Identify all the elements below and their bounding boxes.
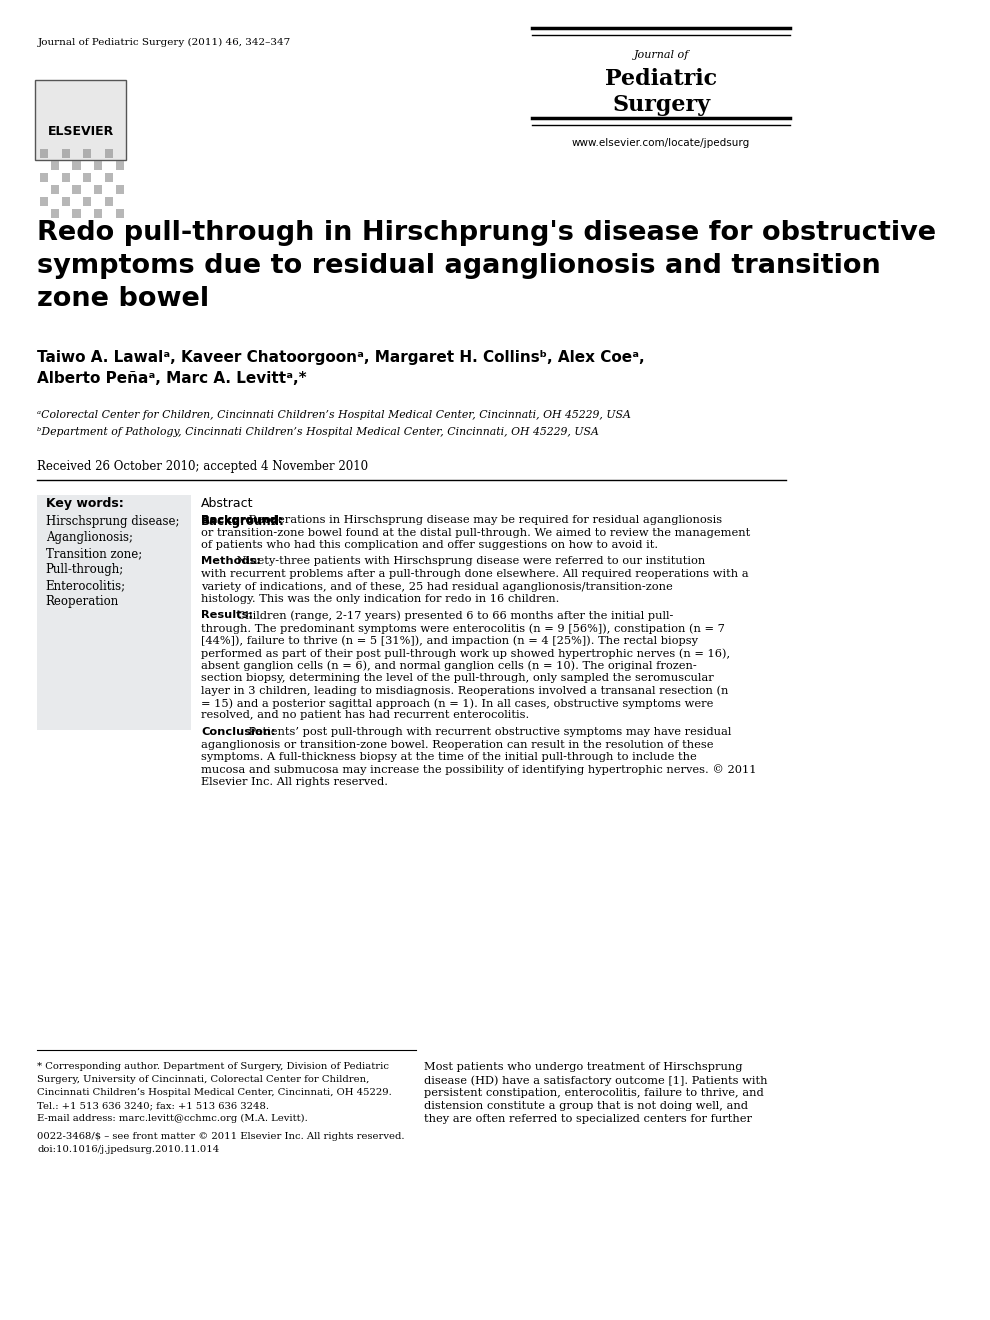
Text: persistent constipation, enterocolitis, failure to thrive, and: persistent constipation, enterocolitis, … xyxy=(424,1088,764,1098)
Bar xyxy=(116,209,124,218)
Text: Background:: Background: xyxy=(201,515,283,525)
Text: Surgery: Surgery xyxy=(612,94,710,116)
Text: Ninety-three patients with Hirschsprung disease were referred to our institution: Ninety-three patients with Hirschsprung … xyxy=(234,557,706,566)
Bar xyxy=(116,185,124,194)
Text: [44%]), failure to thrive (n = 5 [31%]), and impaction (n = 4 [25%]). The rectal: [44%]), failure to thrive (n = 5 [31%]),… xyxy=(201,635,698,645)
Text: Journal of: Journal of xyxy=(634,50,689,59)
Text: ᵇDepartment of Pathology, Cincinnati Children’s Hospital Medical Center, Cincinn: ᵇDepartment of Pathology, Cincinnati Chi… xyxy=(38,426,599,437)
Text: symptoms. A full-thickness biopsy at the time of the initial pull-through to inc: symptoms. A full-thickness biopsy at the… xyxy=(201,752,697,762)
Text: * Corresponding author. Department of Surgery, Division of Pediatric: * Corresponding author. Department of Su… xyxy=(38,1063,389,1071)
Text: histology. This was the only indication for redo in 16 children.: histology. This was the only indication … xyxy=(201,594,559,605)
Text: = 15) and a posterior sagittal approach (n = 1). In all cases, obstructive sympt: = 15) and a posterior sagittal approach … xyxy=(201,698,714,709)
Text: with recurrent problems after a pull-through done elsewhere. All required reoper: with recurrent problems after a pull-thr… xyxy=(201,569,748,579)
Text: section biopsy, determining the level of the pull-through, only sampled the sero: section biopsy, determining the level of… xyxy=(201,673,714,682)
Bar xyxy=(72,185,80,194)
Text: Abstract: Abstract xyxy=(201,498,253,510)
Bar xyxy=(105,197,113,206)
Bar xyxy=(72,161,80,170)
Text: Taiwo A. Lawalᵃ, Kaveer Chatoorgoonᵃ, Margaret H. Collinsᵇ, Alex Coeᵃ,
Alberto P: Taiwo A. Lawalᵃ, Kaveer Chatoorgoonᵃ, Ma… xyxy=(38,350,645,385)
Text: Patients’ post pull-through with recurrent obstructive symptoms may have residua: Patients’ post pull-through with recurre… xyxy=(246,727,732,737)
Text: Reoperation: Reoperation xyxy=(46,595,119,609)
Text: variety of indications, and of these, 25 had residual aganglionosis/transition-z: variety of indications, and of these, 25… xyxy=(201,582,673,591)
Text: Results:: Results: xyxy=(201,610,253,620)
Bar xyxy=(50,161,59,170)
Bar xyxy=(40,173,49,182)
Text: performed as part of their post pull-through work up showed hypertrophic nerves : performed as part of their post pull-thr… xyxy=(201,648,731,659)
Text: Enterocolitis;: Enterocolitis; xyxy=(46,579,126,591)
Bar xyxy=(40,197,49,206)
Bar xyxy=(94,209,102,218)
Text: of patients who had this complication and offer suggestions on how to avoid it.: of patients who had this complication an… xyxy=(201,540,658,550)
Text: they are often referred to specialized centers for further: they are often referred to specialized c… xyxy=(424,1114,752,1125)
Bar xyxy=(83,149,91,158)
Text: aganglionosis or transition-zone bowel. Reoperation can result in the resolution: aganglionosis or transition-zone bowel. … xyxy=(201,739,714,750)
Text: Background:: Background: xyxy=(201,515,283,525)
Text: E-mail address: marc.levitt@cchmc.org (M.A. Levitt).: E-mail address: marc.levitt@cchmc.org (M… xyxy=(38,1114,308,1123)
FancyBboxPatch shape xyxy=(35,81,127,160)
Text: through. The predominant symptoms were enterocolitis (n = 9 [56%]), constipation: through. The predominant symptoms were e… xyxy=(201,623,725,634)
Text: Most patients who undergo treatment of Hirschsprung: Most patients who undergo treatment of H… xyxy=(424,1063,742,1072)
Text: Elsevier Inc. All rights reserved.: Elsevier Inc. All rights reserved. xyxy=(201,777,388,787)
Text: resolved, and no patient has had recurrent enterocolitis.: resolved, and no patient has had recurre… xyxy=(201,710,530,721)
Text: mucosa and submucosa may increase the possibility of identifying hypertrophic ne: mucosa and submucosa may increase the po… xyxy=(201,764,756,775)
Bar xyxy=(83,173,91,182)
Bar xyxy=(50,209,59,218)
Bar xyxy=(61,173,70,182)
Text: Pull-through;: Pull-through; xyxy=(46,564,124,576)
Text: Transition zone;: Transition zone; xyxy=(46,546,142,560)
Text: distension constitute a group that is not doing well, and: distension constitute a group that is no… xyxy=(424,1101,748,1111)
Bar xyxy=(94,161,102,170)
Text: ᵃColorectal Center for Children, Cincinnati Children’s Hospital Medical Center, : ᵃColorectal Center for Children, Cincinn… xyxy=(38,411,632,420)
Text: www.elsevier.com/locate/jpedsurg: www.elsevier.com/locate/jpedsurg xyxy=(572,139,750,148)
Text: Aganglionosis;: Aganglionosis; xyxy=(46,531,133,544)
Text: Pediatric: Pediatric xyxy=(605,69,717,90)
Text: disease (HD) have a satisfactory outcome [1]. Patients with: disease (HD) have a satisfactory outcome… xyxy=(424,1074,767,1085)
Text: or transition-zone bowel found at the distal pull-through. We aimed to review th: or transition-zone bowel found at the di… xyxy=(201,528,750,537)
Text: Hirschsprung disease;: Hirschsprung disease; xyxy=(46,515,179,528)
Text: Tel.: +1 513 636 3240; fax: +1 513 636 3248.: Tel.: +1 513 636 3240; fax: +1 513 636 3… xyxy=(38,1101,269,1110)
Text: Key words:: Key words: xyxy=(46,498,124,510)
Bar xyxy=(116,161,124,170)
Text: layer in 3 children, leading to misdiagnosis. Reoperations involved a transanal : layer in 3 children, leading to misdiagn… xyxy=(201,685,729,696)
Text: ELSEVIER: ELSEVIER xyxy=(48,125,114,139)
Text: doi:10.1016/j.jpedsurg.2010.11.014: doi:10.1016/j.jpedsurg.2010.11.014 xyxy=(38,1144,220,1154)
Bar xyxy=(72,209,80,218)
Bar xyxy=(94,185,102,194)
Bar xyxy=(50,185,59,194)
Bar xyxy=(105,149,113,158)
Text: absent ganglion cells (n = 6), and normal ganglion cells (n = 10). The original : absent ganglion cells (n = 6), and norma… xyxy=(201,660,697,671)
Bar xyxy=(105,173,113,182)
Text: Conclusion:: Conclusion: xyxy=(201,727,276,737)
FancyBboxPatch shape xyxy=(38,495,191,730)
Text: Children (range, 2-17 years) presented 6 to 66 months after the initial pull-: Children (range, 2-17 years) presented 6… xyxy=(234,610,673,622)
Text: Cincinnati Children’s Hospital Medical Center, Cincinnati, OH 45229.: Cincinnati Children’s Hospital Medical C… xyxy=(38,1088,392,1097)
Text: Reoperations in Hirschsprung disease may be required for residual aganglionosis: Reoperations in Hirschsprung disease may… xyxy=(246,515,723,525)
Bar xyxy=(61,197,70,206)
Text: 0022-3468/$ – see front matter © 2011 Elsevier Inc. All rights reserved.: 0022-3468/$ – see front matter © 2011 El… xyxy=(38,1133,405,1140)
Text: Methods:: Methods: xyxy=(201,557,261,566)
Text: Background:: Background: xyxy=(201,515,285,528)
Bar xyxy=(40,149,49,158)
Text: Surgery, University of Cincinnati, Colorectal Center for Children,: Surgery, University of Cincinnati, Color… xyxy=(38,1074,370,1084)
Bar xyxy=(61,149,70,158)
Text: Redo pull-through in Hirschprung's disease for obstructive
symptoms due to resid: Redo pull-through in Hirschprung's disea… xyxy=(38,220,937,312)
Text: Received 26 October 2010; accepted 4 November 2010: Received 26 October 2010; accepted 4 Nov… xyxy=(38,459,368,473)
Text: Journal of Pediatric Surgery (2011) 46, 342–347: Journal of Pediatric Surgery (2011) 46, … xyxy=(38,38,291,48)
Bar xyxy=(83,197,91,206)
